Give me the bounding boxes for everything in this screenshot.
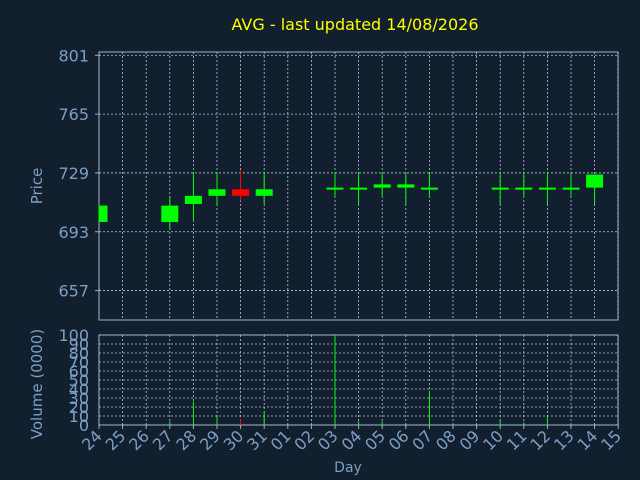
candle-body xyxy=(161,205,179,222)
candle-body xyxy=(420,187,438,190)
volume-tick-label: 70 xyxy=(69,353,89,372)
chart-title: AVG - last updated 14/08/2026 xyxy=(232,15,479,34)
x-axis: 2425262728293031010203040506070809101112… xyxy=(78,425,625,454)
candle-body xyxy=(586,174,604,188)
candle-body xyxy=(562,187,580,190)
candle-body xyxy=(232,189,250,196)
volume-tick-label: 90 xyxy=(69,335,89,354)
candle-body xyxy=(397,184,415,188)
volume-tick-label: 50 xyxy=(69,371,89,390)
candle-body xyxy=(373,184,391,188)
candle-body xyxy=(208,189,226,196)
volume-tick-label: 60 xyxy=(69,362,89,381)
volume-axis-label: Volume (0000) xyxy=(28,329,46,439)
x-tick-label: 15 xyxy=(597,426,625,454)
price-tick-label: 693 xyxy=(58,223,89,242)
volume-tick-label: 100 xyxy=(58,326,89,345)
candle-body xyxy=(255,189,273,196)
x-axis-label: Day xyxy=(334,460,362,476)
volume-tick-label: 10 xyxy=(69,407,89,426)
candle-body xyxy=(491,187,509,190)
volume-tick-label: 40 xyxy=(69,380,89,399)
price-tick-label: 729 xyxy=(58,164,89,183)
volume-tick-label: 0 xyxy=(79,416,89,435)
price-tick-label: 765 xyxy=(58,105,89,124)
price-axis-label: Price xyxy=(28,168,46,205)
price-panel: 657 693 729 765 801 xyxy=(58,46,619,321)
candle-body xyxy=(515,187,533,190)
price-tick-label: 801 xyxy=(58,46,89,65)
volume-tick-label: 80 xyxy=(69,344,89,363)
candle-body xyxy=(326,187,344,190)
candle-body xyxy=(184,195,202,204)
volume-tick-label: 20 xyxy=(69,398,89,417)
candle-body xyxy=(99,205,108,222)
price-tick-label: 657 xyxy=(58,282,89,301)
volume-tick-label: 30 xyxy=(69,389,89,408)
candle-body xyxy=(538,187,556,190)
candle-body xyxy=(350,187,368,190)
